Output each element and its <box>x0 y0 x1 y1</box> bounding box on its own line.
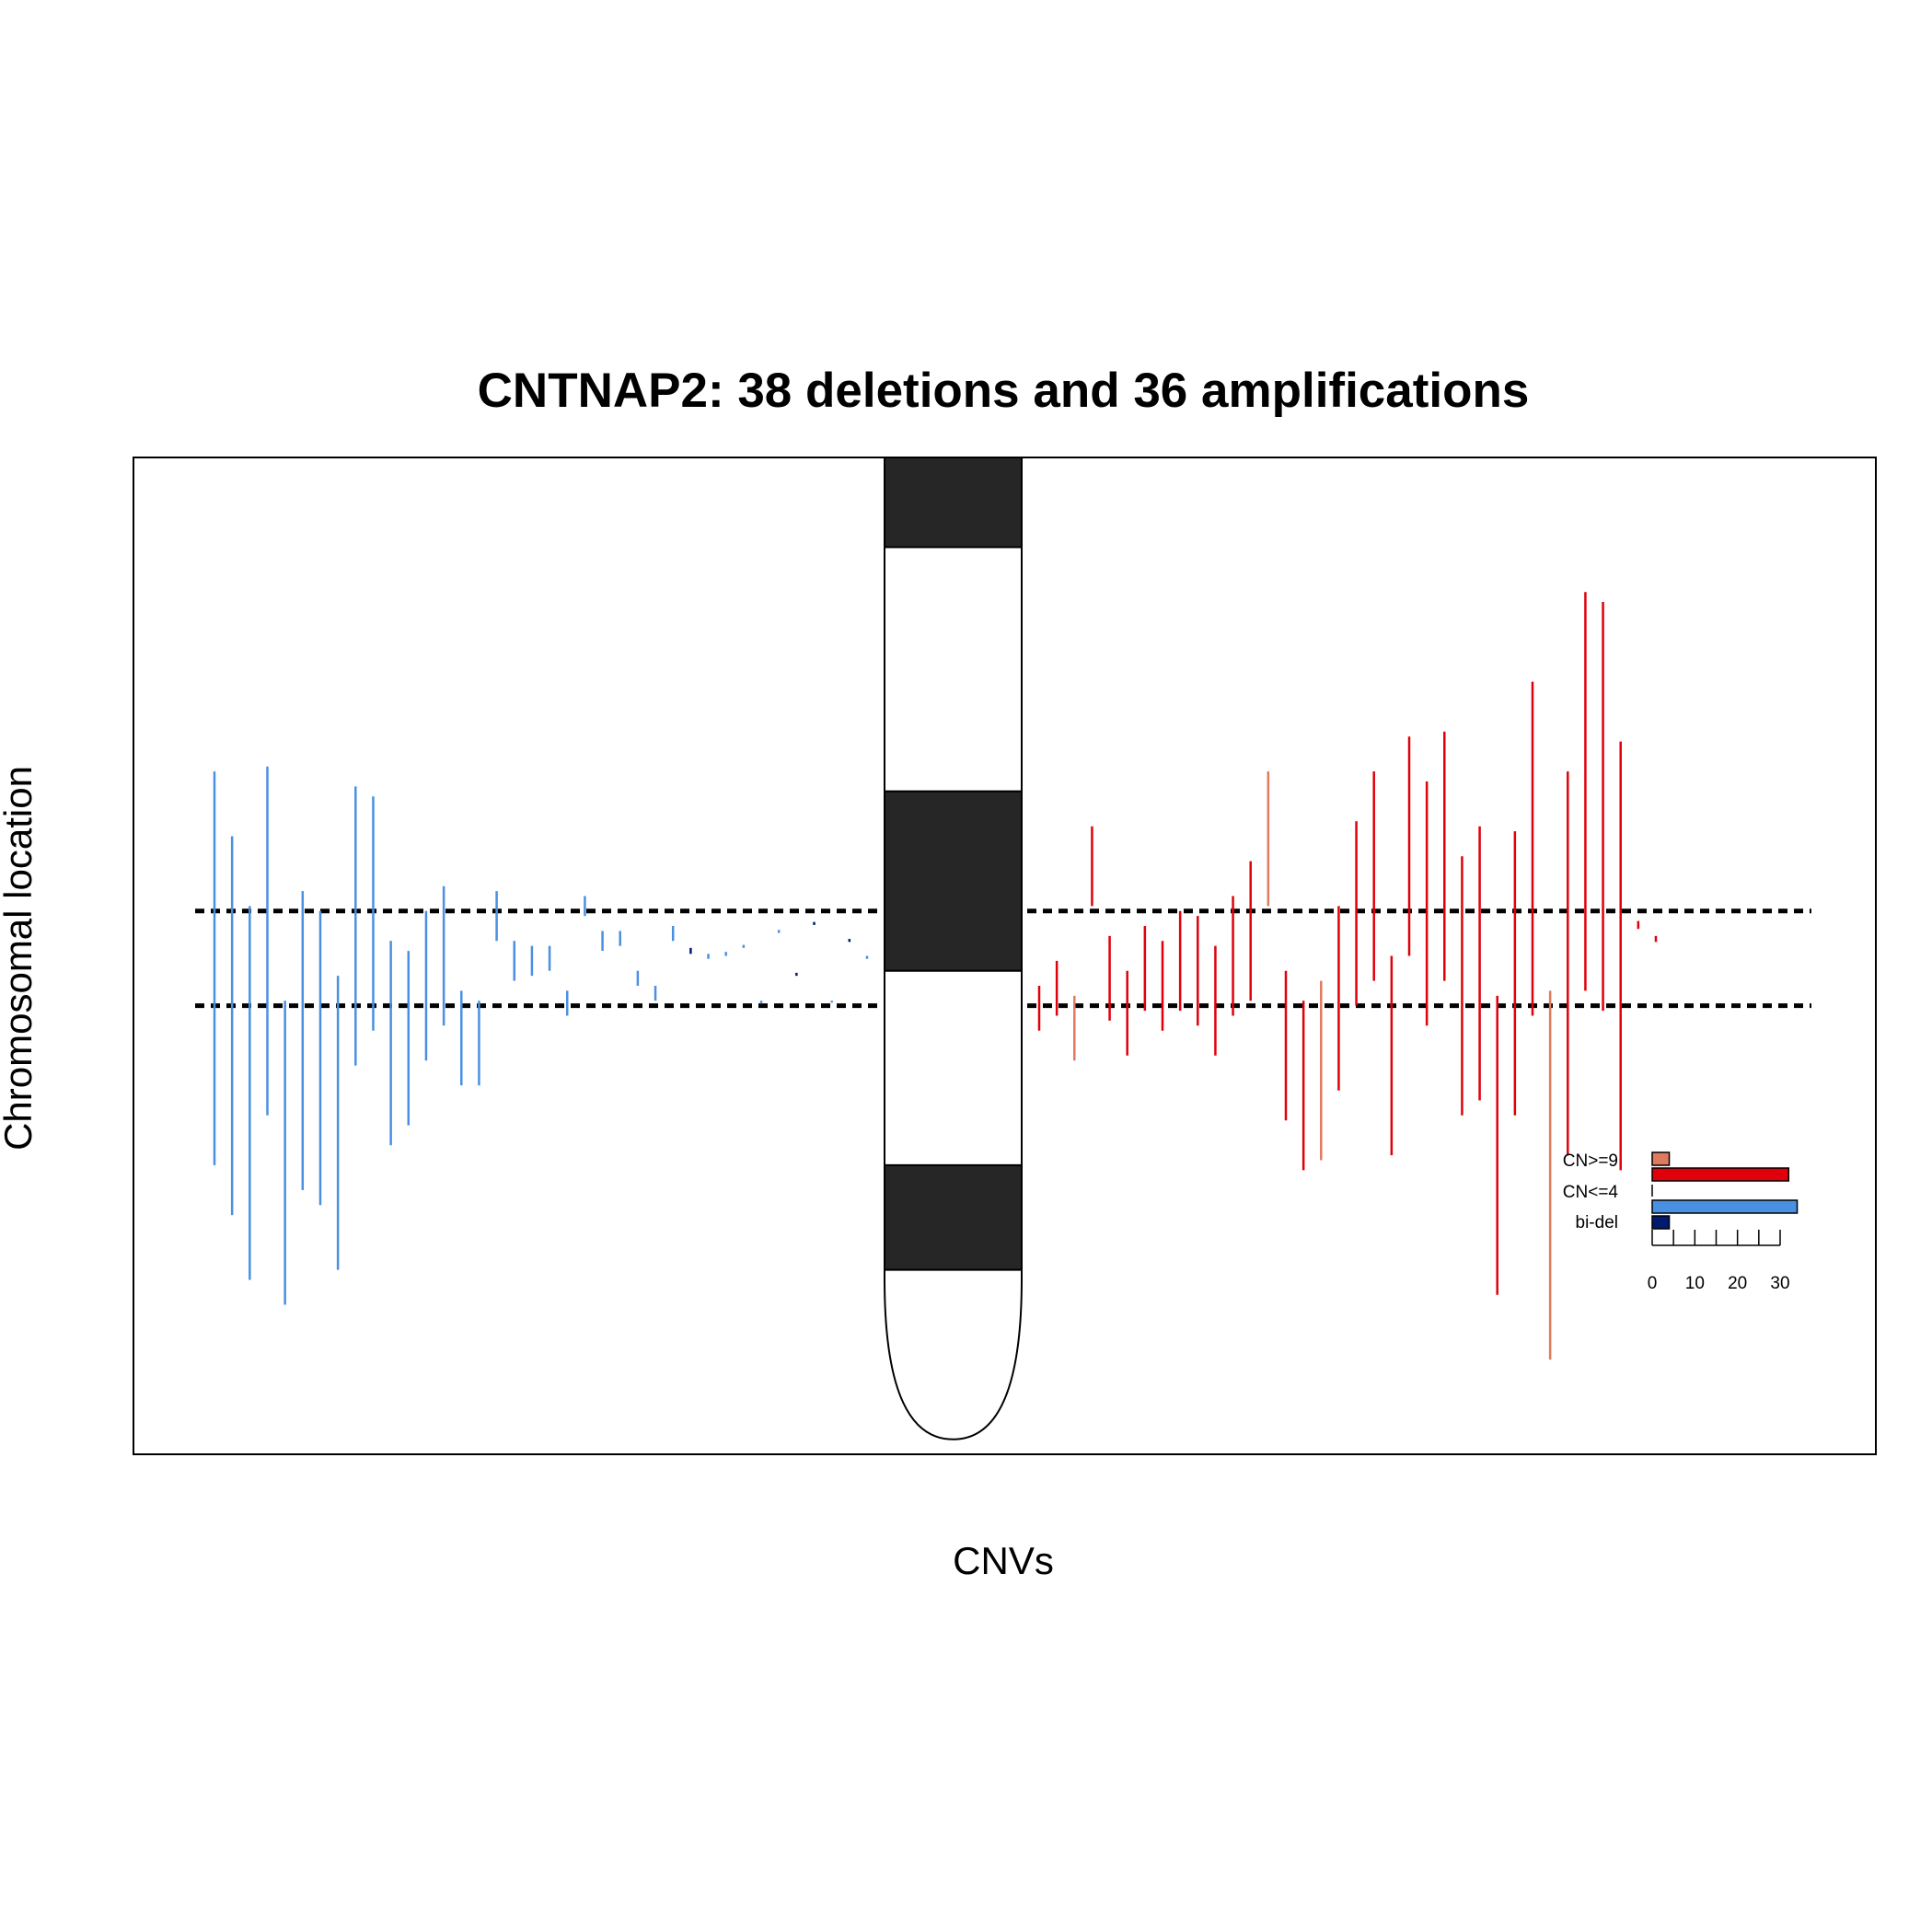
legend-tick-label: 10 <box>1685 1274 1705 1293</box>
legend-tick-label: 30 <box>1770 1274 1789 1293</box>
plot-frame <box>133 457 1877 1455</box>
chromosome-band-3 <box>884 790 1023 972</box>
legend-tick-label: 0 <box>1648 1274 1658 1293</box>
chromosome-band-2 <box>884 546 1023 792</box>
y-axis-label: Chromosomal location <box>0 766 40 1151</box>
legend-bar-deletion <box>1651 1199 1799 1214</box>
chromosome-band-1 <box>884 457 1023 549</box>
legend-category-label: CN<=4 <box>1563 1183 1619 1202</box>
legend-category-label: bi-del <box>1576 1213 1618 1232</box>
legend-bar-chart: CN>=9 CN<=4 bi-del 0 10 20 30 <box>1563 1151 1799 1293</box>
legend-bar-amplification <box>1651 1167 1790 1182</box>
chart-title: CNTNAP2: 38 deletions and 36 amplificati… <box>478 364 1530 418</box>
legend-bar-high-amplification <box>1651 1151 1671 1166</box>
legend-bar-bi-deletion <box>1651 1215 1671 1230</box>
chromosome-band-5 <box>884 1163 1023 1271</box>
amplification-segments <box>1037 592 1658 1360</box>
chromosome-band-6 <box>884 1268 1023 1440</box>
deletion-segments <box>213 766 869 1305</box>
chromosome-ideogram <box>884 457 1023 1440</box>
x-axis-label: CNVs <box>953 1539 1054 1582</box>
chromosome-band-4 <box>884 969 1023 1166</box>
legend-category-label: CN>=9 <box>1563 1151 1618 1171</box>
legend-tick-label: 20 <box>1728 1274 1747 1293</box>
gene-region-lines <box>195 908 1811 1009</box>
